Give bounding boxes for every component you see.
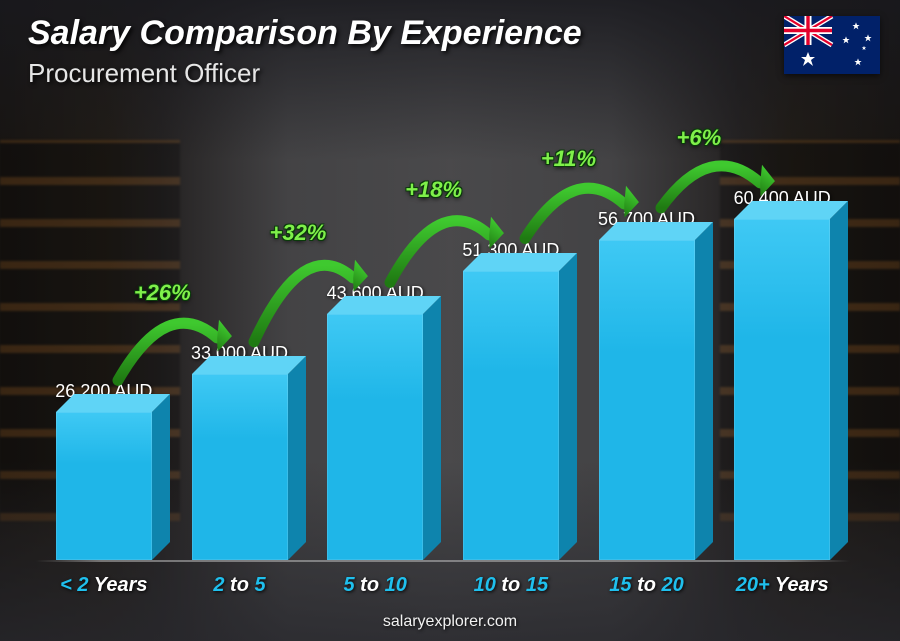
bar-chart: 26,200 AUD33,000 AUD43,600 AUD51,300 AUD… [36, 165, 850, 560]
x-axis: < 2 Years2 to 55 to 1010 to 1515 to 2020… [36, 574, 850, 597]
x-axis-label: < 2 Years [36, 574, 172, 597]
growth-label: +32% [269, 220, 326, 246]
x-axis-label: 5 to 10 [307, 574, 443, 597]
x-axis-label: 20+ Years [714, 574, 850, 597]
growth-label: +26% [134, 280, 191, 306]
bar-shape [192, 374, 288, 560]
chart-baseline [36, 560, 850, 562]
flag-australia-icon [784, 16, 880, 74]
page-title: Salary Comparison By Experience [28, 14, 582, 53]
growth-label: +18% [405, 177, 462, 203]
growth-label: +6% [676, 125, 721, 151]
infographic-stage: Salary Comparison By Experience Procurem… [0, 0, 900, 641]
bar: 43,600 AUD [307, 165, 443, 560]
bar: 51,300 AUD [443, 165, 579, 560]
page-subtitle: Procurement Officer [28, 58, 260, 89]
growth-label: +11% [541, 146, 596, 172]
footer-attribution: salaryexplorer.com [0, 613, 900, 631]
bar: 56,700 AUD [579, 165, 715, 560]
bar-shape [56, 412, 152, 560]
bar-shape [734, 219, 830, 560]
bar-shape [463, 271, 559, 560]
x-axis-label: 10 to 15 [443, 574, 579, 597]
bar-shape [599, 240, 695, 560]
x-axis-label: 15 to 20 [579, 574, 715, 597]
bar: 26,200 AUD [36, 165, 172, 560]
x-axis-label: 2 to 5 [172, 574, 308, 597]
bar-shape [327, 314, 423, 560]
bar: 60,400 AUD [714, 165, 850, 560]
